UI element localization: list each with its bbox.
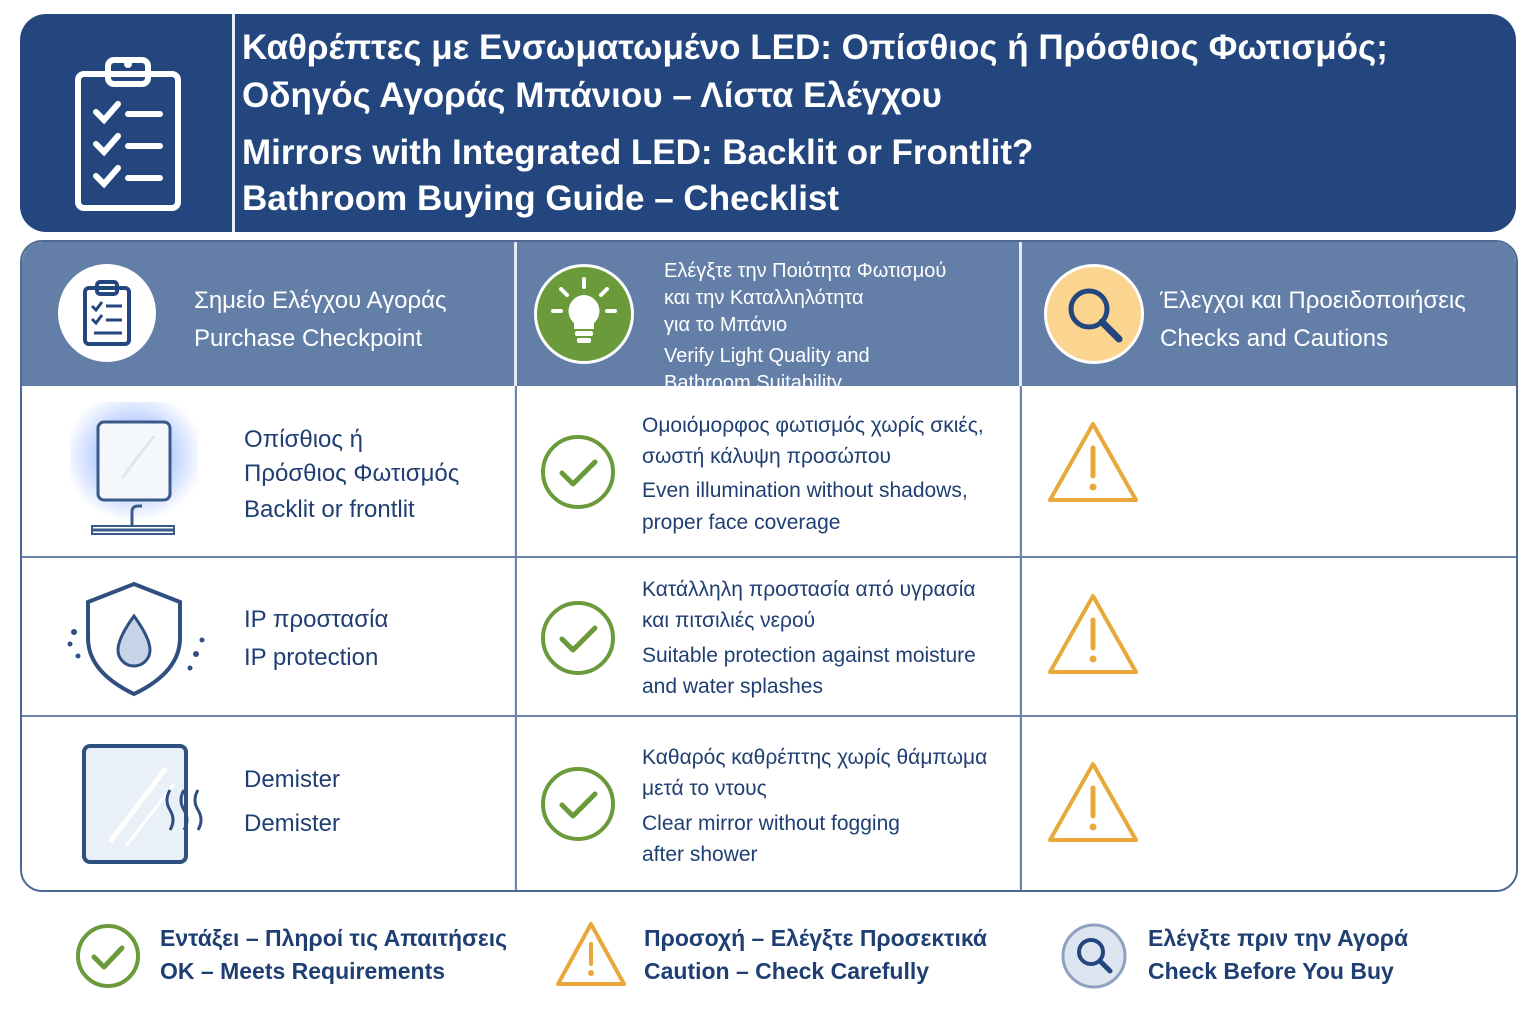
row3-name-greek: Demister	[244, 766, 341, 793]
magnifier-icon	[1068, 288, 1123, 343]
magnifier-icon	[1061, 923, 1127, 989]
row2-check-greek-2: και πιτσιλιές νερού	[642, 609, 816, 632]
column-header-quality-greek-2: και την Καταλληλότητα	[664, 287, 864, 309]
warning-icon	[1048, 762, 1138, 842]
header-divider	[232, 14, 235, 232]
column-header-icon-circle	[1044, 264, 1144, 364]
water-shield-icon	[67, 581, 205, 697]
check-circle-icon	[541, 767, 615, 841]
column-header-quality-english-2-clip: Bathroom Suitability	[664, 370, 1014, 386]
row3-check-greek-1: Καθαρός καθρέπτης χωρίς θάμπωμα	[642, 746, 988, 769]
title-greek-line2: Οδηγός Αγοράς Μπάνιου – Λίστα Ελέγχου	[242, 76, 942, 115]
row-divider	[22, 715, 1516, 717]
table-header-row	[22, 242, 1516, 386]
row1-check-greek-1: Ομοιόμορφος φωτισμός χωρίς σκιές,	[642, 414, 984, 437]
check-circle-icon	[541, 601, 615, 675]
column-header-checks-greek: Έλεγχοι και Προειδοποιήσεις	[1160, 287, 1466, 314]
backlit-mirror-icon	[70, 402, 198, 535]
row3-check-english-1: Clear mirror without fogging	[642, 812, 900, 835]
row1-check-english-2: proper face coverage	[642, 511, 841, 534]
column-header-checks-english: Checks and Cautions	[1160, 325, 1389, 352]
row3-name-english: Demister	[244, 810, 341, 837]
clipboard-icon	[83, 280, 131, 346]
check-circle-icon	[541, 435, 615, 509]
column-header-quality-greek-1: Ελέγξτε την Ποιότητα Φωτισμού	[664, 260, 947, 282]
row2-check-greek-1: Κατάλληλη προστασία από υγρασία	[642, 578, 976, 601]
legend-check-english: Check Before You Buy	[1148, 958, 1394, 984]
row1-name-greek-1: Οπίσθιος ή	[244, 426, 363, 453]
check-circle-icon	[76, 924, 140, 988]
column-divider	[1020, 386, 1022, 890]
title-english-line1: Mirrors with Integrated LED: Backlit or …	[242, 133, 1034, 172]
row2-check-english-2: and water splashes	[642, 675, 823, 698]
row3-check-english-2: after shower	[642, 843, 758, 866]
row1-check-greek-2: σωστή κάλυψη προσώπου	[642, 445, 892, 468]
row1-check-english-1: Even illumination without shadows,	[642, 479, 968, 502]
column-header-checkpoint-greek: Σημείο Ελέγχου Αγοράς	[194, 287, 447, 314]
lightbulb-icon	[551, 277, 617, 343]
legend-caution-greek: Προσοχή – Ελέγξτε Προσεκτικά	[644, 925, 988, 951]
column-divider	[515, 386, 517, 890]
header-banner: Καθρέπτες με Ενσωματωμένο LED: Οπίσθιος …	[20, 14, 1516, 232]
legend-check-greek: Ελέγξτε πριν την Αγορά	[1148, 925, 1409, 951]
legend: Εντάξει – Πληροί τις Απαιτήσεις OK – Mee…	[0, 900, 1536, 1010]
legend-ok-greek: Εντάξει – Πληροί τις Απαιτήσεις	[160, 925, 508, 951]
row2-check-english-1: Suitable protection against moisture	[642, 644, 976, 667]
warning-icon	[1048, 422, 1138, 502]
row2-name-english: IP protection	[244, 644, 379, 671]
demister-mirror-icon	[82, 744, 203, 864]
row1-name-greek-2: Πρόσθιος Φωτισμός	[244, 460, 460, 487]
column-header-quality-english-1: Verify Light Quality and	[664, 345, 870, 367]
column-header-quality-english-2: Bathroom Suitability	[664, 372, 842, 386]
title-greek-line1: Καθρέπτες με Ενσωματωμένο LED: Οπίσθιος …	[242, 28, 1388, 67]
header-icon-box	[20, 14, 232, 232]
row-divider	[22, 556, 1516, 558]
checklist-table: Σημείο Ελέγχου Αγοράς Purchase Checkpoin…	[20, 240, 1518, 892]
row2-name-greek: IP προστασία	[244, 606, 389, 633]
legend-ok-english: OK – Meets Requirements	[160, 958, 446, 984]
legend-caution-english: Caution – Check Carefully	[644, 958, 930, 984]
clipboard-checklist-icon	[75, 57, 181, 211]
title-english-line2: Bathroom Buying Guide – Checklist	[242, 179, 840, 218]
warning-icon	[1048, 594, 1138, 674]
column-header-checkpoint-english: Purchase Checkpoint	[194, 325, 423, 352]
column-header-icon-circle	[534, 264, 634, 364]
row3-check-greek-2: μετά το ντους	[642, 777, 767, 800]
column-header-icon-circle	[58, 264, 156, 362]
warning-icon	[556, 922, 626, 986]
row1-name-english: Backlit or frontlit	[244, 496, 415, 523]
column-header-quality-greek-3: για το Μπάνιο	[664, 314, 788, 336]
